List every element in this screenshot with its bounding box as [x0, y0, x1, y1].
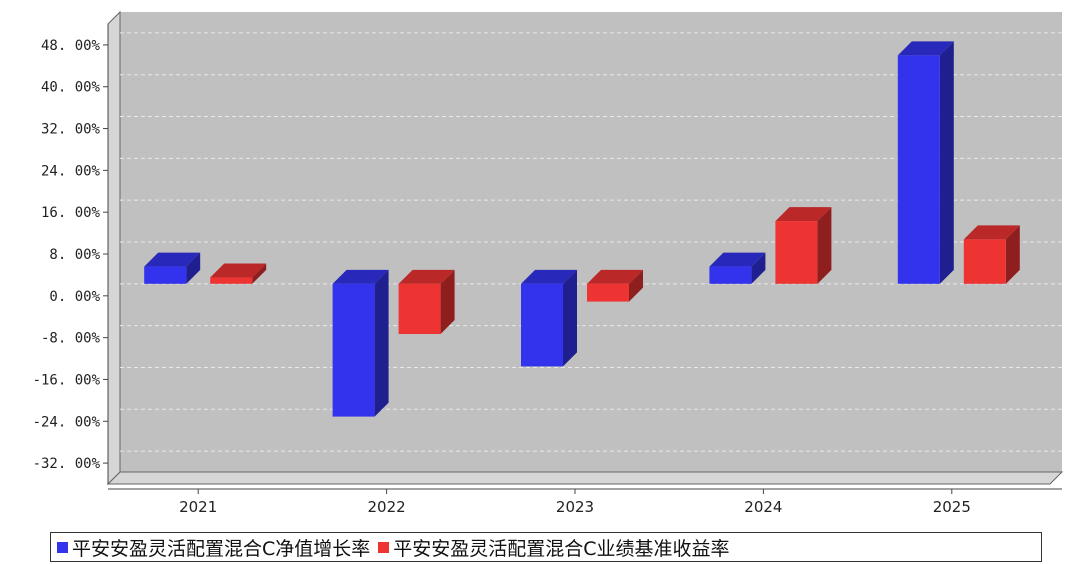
left-wall — [107, 10, 121, 486]
bar-top — [398, 269, 455, 284]
bar-side — [751, 252, 766, 284]
bar-top — [332, 269, 389, 284]
y-tick-label: -8. 00% — [41, 331, 101, 347]
bar-front — [521, 283, 563, 367]
bar-top — [587, 269, 643, 284]
bar-side — [629, 269, 643, 302]
bar-nav-growth-2025 — [897, 41, 954, 284]
bar-front — [897, 55, 940, 284]
y-tick-label: 8. 00% — [49, 247, 100, 263]
bar-side — [252, 263, 267, 284]
bar-side — [186, 252, 201, 284]
bar-side — [1005, 225, 1020, 284]
bar-top — [709, 252, 766, 267]
bar-nav-growth-2022 — [332, 269, 389, 417]
y-axis-ticks: 48. 00% 40. 00% 32. 00% 24. 00% 16. 00% 8. 00… — [33, 38, 108, 472]
y-tick-label: 16. 00% — [41, 205, 101, 221]
bar-nav-growth-2024 — [709, 252, 766, 284]
y-tick-label: 40. 00% — [41, 80, 101, 96]
bar-front — [775, 221, 818, 284]
bar-front — [144, 266, 187, 284]
bar-benchmark-2023 — [587, 269, 643, 302]
legend: 平安安盈灵活配置混合C净值增长率 平安安盈灵活配置混合C业绩基准收益率 — [50, 532, 1042, 562]
legend-swatch-red — [378, 541, 390, 553]
x-tick-label: 2025 — [933, 498, 971, 516]
legend-swatch-blue — [57, 541, 68, 553]
bar-front — [587, 283, 629, 302]
bar-side — [817, 207, 832, 284]
y-tick-label: 32. 00% — [41, 122, 101, 138]
bars — [144, 41, 1020, 417]
bar-front — [398, 283, 441, 334]
bar-front — [210, 277, 253, 284]
bar-nav-growth-2023 — [521, 269, 577, 367]
legend-item-nav-growth: 平安安盈灵活配置混合C净值增长率 — [57, 534, 370, 561]
bar-top — [775, 207, 832, 222]
bar-front — [963, 239, 1006, 284]
legend-label-nav-growth: 平安安盈灵活配置混合C净值增长率 — [72, 537, 371, 560]
bar-benchmark-2022 — [398, 269, 455, 334]
bar-top — [963, 225, 1020, 240]
bar-side — [374, 269, 389, 417]
floor — [106, 471, 1064, 485]
x-tick-label: 2022 — [368, 498, 406, 516]
y-tick-label: 0. 00% — [49, 289, 100, 305]
bar-side — [939, 41, 954, 284]
bar-chart: 48. 00% 40. 00% 32. 00% 24. 00% 16. 00% 8. 00… — [33, 10, 1064, 516]
bar-top — [144, 252, 201, 267]
bar-benchmark-2025 — [963, 225, 1020, 284]
x-tick-label: 2023 — [556, 498, 594, 516]
bar-benchmark-2024 — [775, 207, 832, 284]
bar-side — [563, 269, 577, 367]
y-tick-label: -16. 00% — [33, 372, 101, 388]
x-axis: 2021 2022 2023 2024 2025 — [179, 489, 971, 516]
bar-front — [332, 283, 375, 417]
legend-item-benchmark: 平安安盈灵活配置混合C业绩基准收益率 — [378, 534, 730, 561]
y-tick-label: -24. 00% — [33, 414, 101, 430]
x-tick-label: 2021 — [179, 498, 217, 516]
legend-label-benchmark: 平安安盈灵活配置混合C业绩基准收益率 — [393, 537, 730, 560]
bar-side — [440, 269, 455, 334]
bar-nav-growth-2021 — [144, 252, 201, 284]
bar-front — [709, 266, 752, 284]
x-tick-label: 2024 — [744, 498, 782, 516]
gridlines — [120, 32, 1062, 452]
bar-top — [521, 269, 577, 284]
bar-benchmark-2021 — [210, 263, 267, 284]
y-tick-label: -32. 00% — [33, 456, 101, 472]
bar-top — [210, 263, 267, 278]
y-tick-label: 24. 00% — [41, 163, 101, 179]
y-tick-label: 48. 00% — [41, 38, 101, 54]
bar-top — [897, 41, 954, 56]
